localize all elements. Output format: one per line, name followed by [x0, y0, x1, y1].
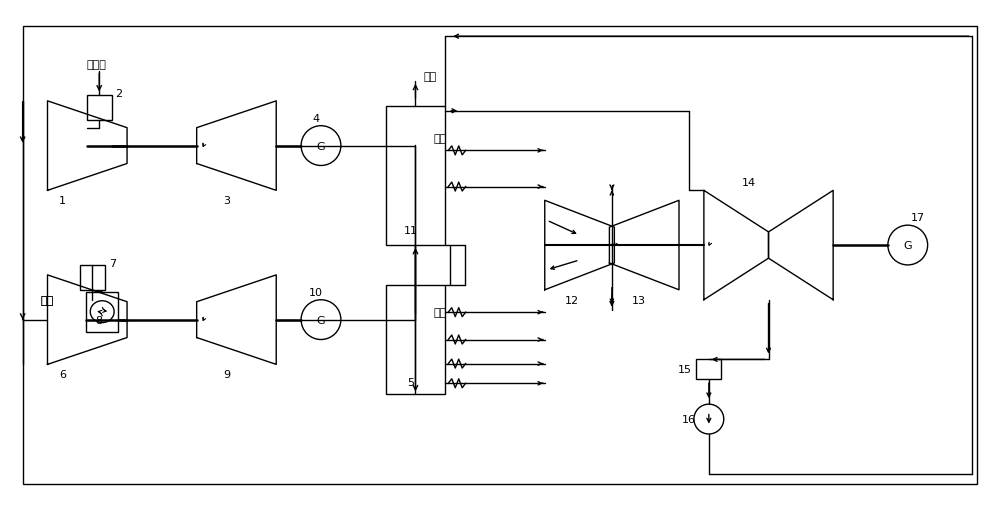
Text: 9: 9 — [223, 370, 230, 380]
Circle shape — [301, 300, 341, 340]
Bar — [386, 107, 445, 245]
Text: 3: 3 — [223, 196, 230, 206]
Text: 烟气: 烟气 — [434, 133, 447, 143]
Ellipse shape — [90, 301, 114, 323]
Circle shape — [694, 405, 724, 434]
Bar — [86, 292, 118, 332]
Bar — [386, 285, 445, 394]
Text: 天然气: 天然气 — [86, 60, 106, 69]
Circle shape — [301, 126, 341, 166]
Text: 17: 17 — [911, 213, 925, 223]
Text: 16: 16 — [682, 414, 696, 424]
Text: 烟气: 烟气 — [434, 307, 447, 317]
Text: 5: 5 — [407, 378, 414, 387]
Bar — [80, 266, 105, 291]
Text: 空气: 空气 — [41, 295, 54, 305]
Text: G: G — [317, 141, 325, 152]
Text: G: G — [317, 315, 325, 325]
Text: 烟气: 烟气 — [424, 72, 437, 82]
Bar — [87, 96, 112, 121]
Text: 11: 11 — [403, 226, 417, 236]
Text: 空气: 空气 — [41, 295, 54, 305]
Text: 10: 10 — [309, 287, 323, 297]
Text: 13: 13 — [632, 295, 646, 305]
Text: 7: 7 — [109, 259, 116, 269]
Text: 8: 8 — [96, 315, 103, 325]
Bar — [696, 360, 721, 380]
Text: G: G — [903, 240, 912, 250]
Text: 2: 2 — [116, 89, 123, 99]
Text: 6: 6 — [59, 370, 66, 380]
Circle shape — [888, 226, 928, 266]
Text: 1: 1 — [59, 196, 66, 206]
Text: 12: 12 — [565, 295, 579, 305]
Text: 4: 4 — [312, 114, 320, 124]
Text: 15: 15 — [677, 365, 691, 375]
Text: 14: 14 — [742, 178, 756, 188]
